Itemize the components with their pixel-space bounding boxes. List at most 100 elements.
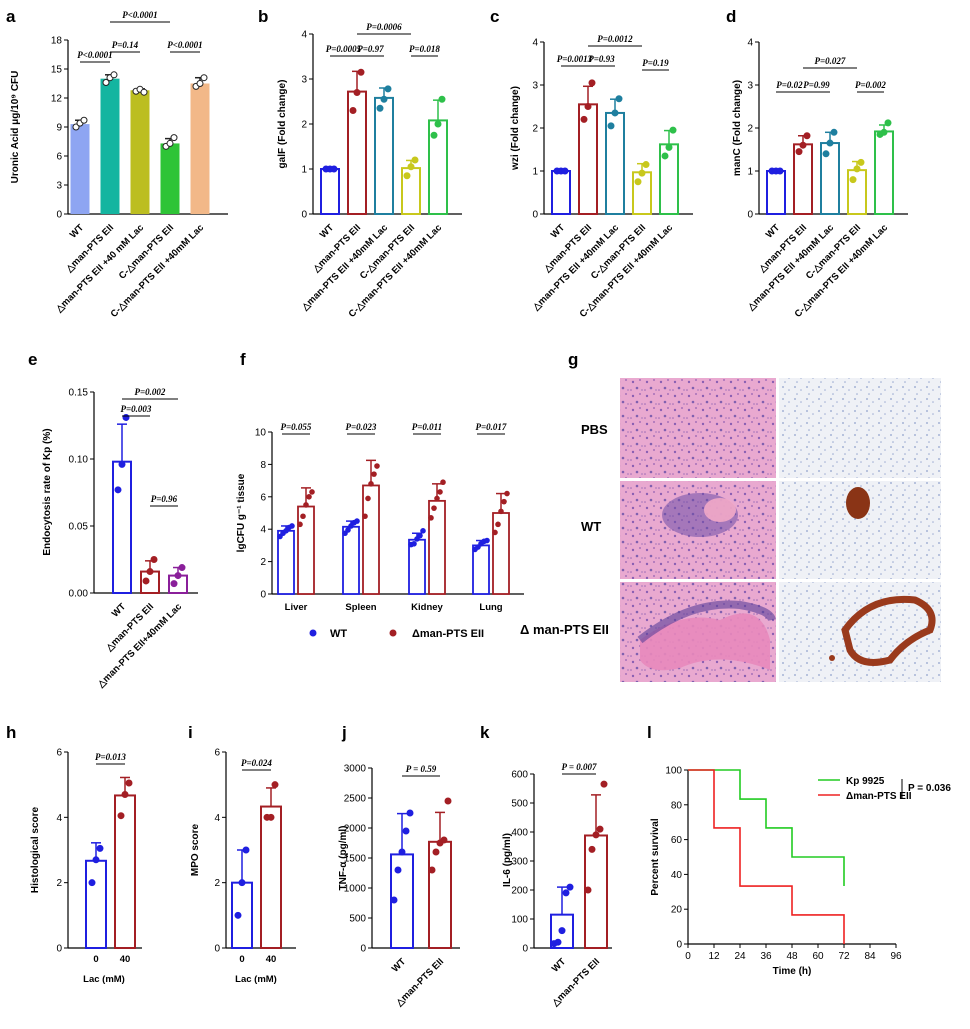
y-tick-label: 100 [665,766,682,777]
category-label: Liver [285,602,308,613]
bar-WT [277,529,295,595]
data-point [795,148,803,156]
y-tick-label: 0 [260,590,266,601]
y-tick-label: 3 [56,181,62,192]
data-point [803,132,811,140]
category-label: WT [549,222,567,240]
data-point [297,521,303,528]
ihc-stain-mutant [841,595,936,666]
data-point [440,479,446,486]
data-point [642,161,650,169]
y-axis-label: Endocytosis rate of Kp (%) [42,428,53,555]
y-tick-label: 80 [671,800,683,811]
y-tick-label: 3 [301,75,307,86]
data-point [566,883,574,891]
category-label: 40 [120,954,131,965]
y-tick-label: 0 [360,944,366,955]
y-tick-label: 4 [260,525,266,536]
bar-0 [70,124,90,214]
p-value: P=0.027 [815,56,846,66]
histology-row-wt: WT [581,519,601,534]
bar-Δman-PTS EII [297,505,315,595]
p-value: P<0.0001 [167,40,202,50]
bar-2 [374,96,394,215]
y-tick-label: 2000 [344,824,367,835]
data-point [407,163,415,171]
data-point [849,176,857,184]
y-tick-label: 1500 [344,854,367,865]
y-tick-label: 40 [671,870,683,881]
data-point [884,119,892,127]
p-value: P=0.0012 [597,34,633,44]
category-label: WT [68,222,86,240]
survival-line-1 [688,769,845,944]
data-point [150,556,158,563]
y-tick-label: 4 [532,38,538,49]
data-point [638,169,646,177]
bar-Δman-PTS EII [428,499,446,595]
bar-1 [428,840,452,949]
data-point [669,126,677,134]
data-point [371,471,377,477]
data-point [234,911,242,919]
y-tick-label: 0 [56,210,62,221]
data-point [580,115,588,123]
he-infiltrate-mutant [637,600,776,644]
y-axis-label: manC (Fold change) [732,80,743,176]
x-tick-label: 84 [864,951,876,962]
y-axis-label: TNF-α (pg/ml) [338,825,349,890]
data-point [484,537,490,544]
data-point [118,460,126,468]
data-point [420,528,426,534]
data-point [584,103,592,110]
data-point [300,513,306,520]
p-value: P=0.023 [346,422,377,432]
p-value: P = 0.007 [561,762,597,772]
p-value: P = 0.036 [908,783,951,794]
data-point [102,79,110,87]
p-value: P=0.002 [855,80,886,90]
data-point [174,572,182,580]
y-axis-label: Histological score [30,806,41,893]
y-tick-label: 60 [671,835,683,846]
y-axis-label: Percent survival [650,818,661,895]
y-axis-label: galF (Fold change) [277,80,288,169]
y-tick-label: 1 [532,167,538,178]
category-label: 0 [93,954,98,965]
p-value: P=0.0013 [557,54,593,64]
x-axis-label: Time (h) [773,966,812,977]
data-point [562,889,570,897]
data-point [394,866,402,874]
data-point [428,866,436,874]
y-tick-label: 100 [511,915,528,926]
p-value: P=0.14 [112,40,139,50]
y-tick-label: 1 [747,167,753,178]
y-tick-label: 20 [671,905,683,916]
data-point [432,848,440,856]
data-point [353,89,361,96]
data-point [492,529,498,536]
data-point [558,927,566,935]
y-tick-label: 0 [301,210,307,221]
data-point [434,120,442,128]
y-tick-label: 0 [56,944,62,955]
p-value: P=0.018 [409,44,440,54]
p-value: P=0.011 [412,422,442,432]
y-axis-label: wzi (Fold change) [510,86,521,171]
p-value: P = 0.59 [406,764,437,774]
x-tick-label: 48 [786,951,798,962]
y-tick-label: 0.10 [69,455,89,466]
data-point [634,178,642,186]
y-axis-label: IL-6 (pg/ml) [502,833,513,887]
data-point [584,886,592,894]
panel-label-j: j [341,723,347,742]
x-tick-label: 0 [685,951,691,962]
y-tick-label: 0.15 [69,388,89,399]
data-point [380,95,388,103]
panel-label-k: k [480,723,490,742]
chart-i: 0 2 4 6 MPO score 0 40 P=0.024 Lac (mM) [190,748,296,985]
data-point [411,540,417,547]
panel-label-h: h [6,723,16,742]
